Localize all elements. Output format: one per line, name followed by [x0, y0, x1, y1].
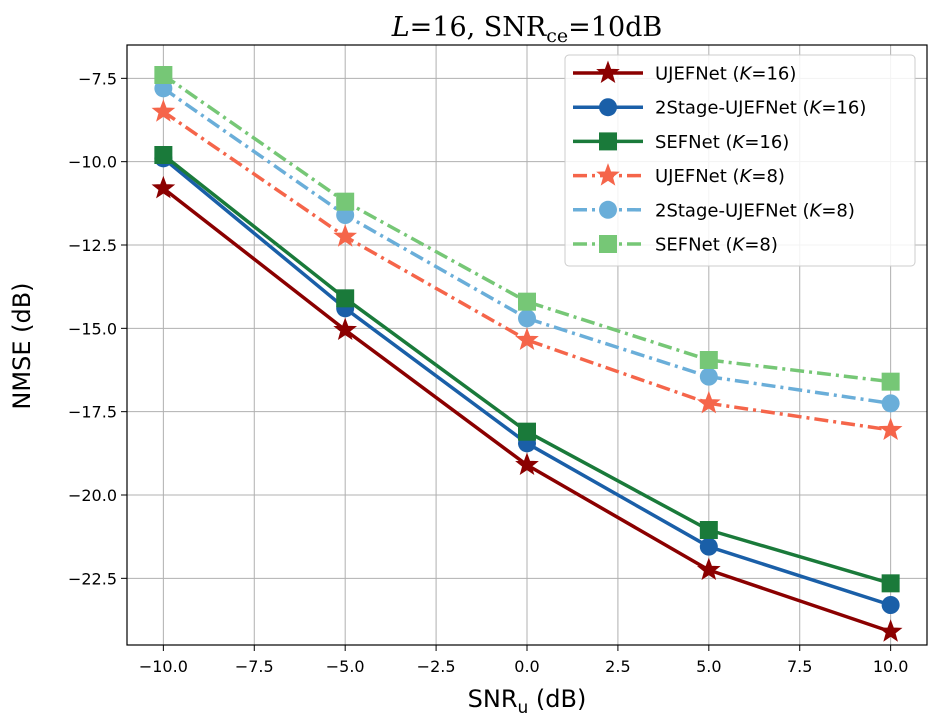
legend-box [564, 54, 916, 267]
legend: UJEFNet (K=16) 2Stage-UJEFNet (K=16) SEFNe… [564, 54, 916, 267]
legend-entry: UJEFNet (K=16) [573, 60, 796, 85]
x-tick-label: 10.0 [873, 657, 909, 676]
data-point-marker [515, 452, 539, 476]
legend-marker [599, 132, 617, 151]
legend-label: 2Stage-UJEFNet (K=8) [655, 200, 855, 221]
data-point-marker [881, 394, 900, 413]
plot-frame [126, 44, 928, 646]
x-tick-label: 7.5 [787, 657, 812, 676]
x-tick-label: −5.0 [326, 657, 365, 676]
legend-marker [599, 200, 617, 219]
series-line [162, 86, 891, 406]
chart-title: L=16, SNRce=10dB [391, 12, 663, 47]
data-point-marker [336, 192, 355, 211]
plot-series [151, 66, 903, 642]
y-tick-label: −20.0 [68, 486, 117, 505]
y-tick-label: −22.5 [68, 569, 117, 588]
data-point-marker [518, 422, 536, 441]
data-point-marker [699, 367, 718, 386]
x-tick-label: 5.0 [696, 657, 721, 676]
y-tick-label: −12.5 [68, 236, 117, 255]
data-point-marker [878, 619, 903, 642]
x-tick-label: −7.5 [235, 657, 274, 676]
legend-label: 2Stage-UJEFNet (K=16) [655, 98, 866, 119]
data-point-marker [699, 521, 718, 539]
series-2stage-ujefnet-k8 [154, 79, 900, 413]
data-point-marker [881, 574, 900, 593]
y-tick-label: −15.0 [68, 319, 117, 338]
y-tick-label: −10.0 [68, 153, 117, 172]
series-line [162, 73, 891, 384]
x-tick-label: −10.0 [139, 657, 188, 676]
legend-label: SEFNet (K=16) [655, 132, 789, 153]
y-tick-label: −17.5 [68, 403, 117, 422]
data-point-marker [699, 537, 718, 556]
legend-entry: UJEFNet (K=8) [573, 163, 785, 187]
data-point-marker [333, 224, 358, 247]
legend-label: UJEFNet (K=8) [655, 166, 785, 187]
data-point-marker [515, 327, 539, 351]
series-line [162, 110, 891, 432]
legend-marker [599, 235, 617, 253]
data-point-marker [696, 557, 721, 581]
legend-marker [596, 163, 620, 186]
data-point-marker [151, 175, 176, 199]
x-tick-label: −2.5 [417, 657, 456, 676]
data-point-marker [878, 417, 903, 441]
x-tick-label: 0.0 [514, 657, 539, 676]
y-tick-label: −7.5 [78, 69, 117, 88]
data-point-marker [696, 390, 721, 414]
data-point-marker [333, 317, 358, 341]
legend-label: UJEFNet (K=16) [655, 64, 796, 85]
data-point-marker [518, 309, 536, 328]
data-point-marker [154, 66, 173, 84]
data-point-marker [699, 351, 718, 369]
x-ticks: −10.0 −7.5 −5.0 −2.5 0.0 2.5 5.0 7.5 10.0 [139, 645, 909, 676]
series-sefnet-k16 [154, 146, 900, 593]
data-point-marker [154, 146, 173, 164]
legend-entry: SEFNet (K=8) [573, 235, 778, 256]
x-axis-label: SNRu (dB) [468, 685, 587, 718]
x-tick-label: 2.5 [605, 657, 630, 676]
legend-entry: 2Stage-UJEFNet (K=8) [573, 200, 855, 221]
data-point-marker [151, 99, 176, 122]
legend-marker [599, 98, 617, 117]
data-point-marker [881, 596, 900, 614]
series-ujefnet-k8 [151, 99, 903, 441]
series-ujefnet-k16 [151, 175, 903, 642]
legend-label: SEFNet (K=8) [655, 235, 778, 256]
legend-entry: 2Stage-UJEFNet (K=16) [573, 98, 866, 119]
data-point-marker [336, 289, 355, 308]
y-ticks: −7.5 −10.0 −12.5 −15.0 −17.5 −20.0 −22.5 [68, 69, 127, 588]
legend-entry: SEFNet (K=16) [573, 132, 789, 153]
data-point-marker [518, 292, 536, 311]
data-point-marker [881, 372, 900, 391]
y-axis-label: NMSE (dB) [8, 282, 36, 409]
legend-marker [596, 60, 620, 84]
series-sefnet-k8 [154, 66, 900, 391]
